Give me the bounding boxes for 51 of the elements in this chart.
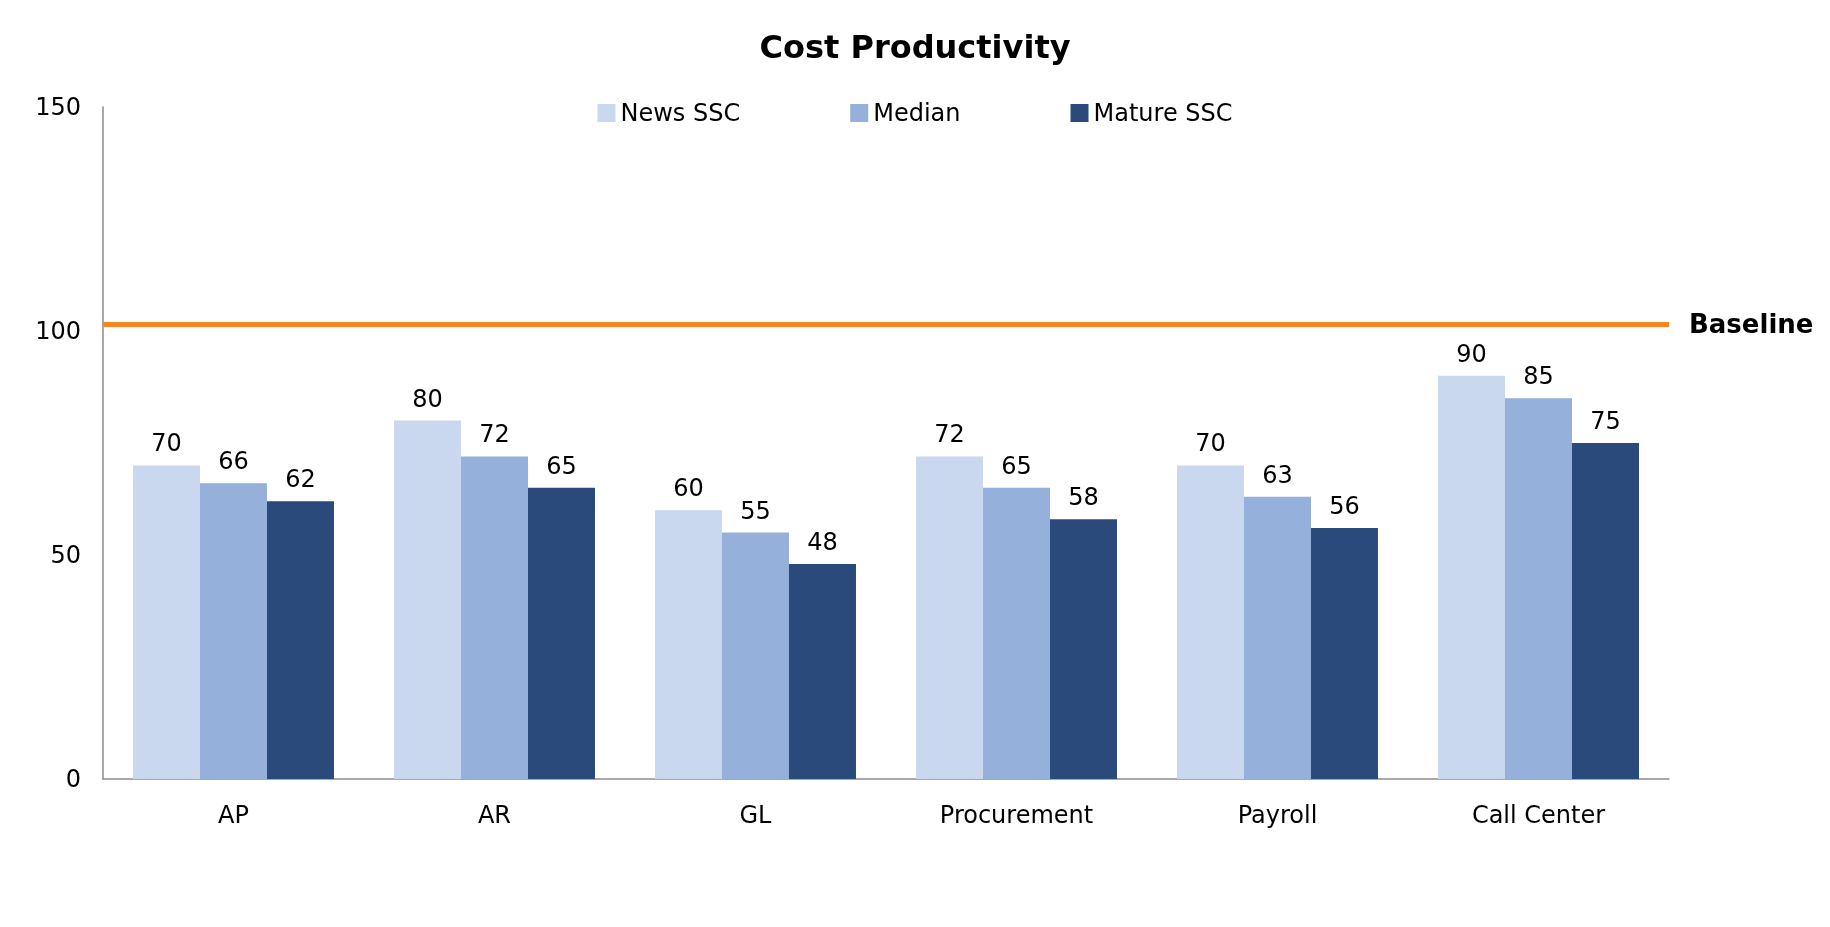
legend-label: Mature SSC [1093, 99, 1233, 127]
data-label: 60 [673, 474, 704, 503]
x-tick-label: AP [218, 801, 249, 829]
data-label: 66 [218, 447, 249, 476]
data-label: 72 [479, 420, 510, 449]
data-label: 65 [546, 451, 577, 480]
data-label: 56 [1329, 492, 1360, 521]
bar [528, 487, 595, 779]
data-label: 72 [934, 420, 965, 449]
data-label: 48 [807, 527, 838, 556]
bar [1244, 496, 1311, 779]
bar [983, 487, 1050, 779]
bar [200, 483, 267, 779]
bar [722, 532, 789, 779]
bar [394, 420, 462, 779]
y-tick-label: 50 [50, 541, 81, 569]
data-label: 80 [412, 384, 443, 413]
data-label: 85 [1523, 362, 1554, 391]
data-label: 62 [285, 465, 316, 494]
x-tick-label: GL [739, 801, 773, 829]
x-tick-label: Call Center [1471, 801, 1606, 829]
data-label: 75 [1590, 407, 1621, 435]
bar [1049, 519, 1117, 779]
ref-line-label: Baseline [1689, 309, 1814, 340]
x-tick-label: Payroll [1237, 801, 1318, 829]
bar [1505, 398, 1572, 779]
legend-label: News SSC [620, 99, 741, 127]
y-tick-label: 100 [35, 317, 81, 345]
bar [1177, 465, 1245, 779]
data-label: 70 [151, 429, 182, 458]
bar [655, 510, 723, 779]
y-tick-label: 150 [35, 93, 81, 121]
x-tick-label: Procurement [939, 801, 1094, 829]
data-label: 58 [1068, 483, 1099, 512]
bar [1438, 375, 1506, 779]
data-label: 90 [1456, 339, 1487, 368]
legend-label: Median [873, 99, 961, 127]
y-tick-label: 0 [65, 765, 81, 793]
bar [267, 501, 334, 779]
bar [916, 456, 984, 779]
x-tick-label: AR [477, 801, 512, 829]
chart-title: Cost Productivity [759, 28, 1071, 66]
data-label: 63 [1262, 460, 1293, 489]
bar [1572, 443, 1639, 779]
bar [133, 465, 201, 779]
bar [461, 456, 528, 779]
data-label: 70 [1195, 429, 1226, 458]
data-label: 55 [740, 496, 771, 525]
data-label: 65 [1001, 451, 1032, 480]
bar [789, 563, 856, 779]
bar [1311, 528, 1378, 779]
